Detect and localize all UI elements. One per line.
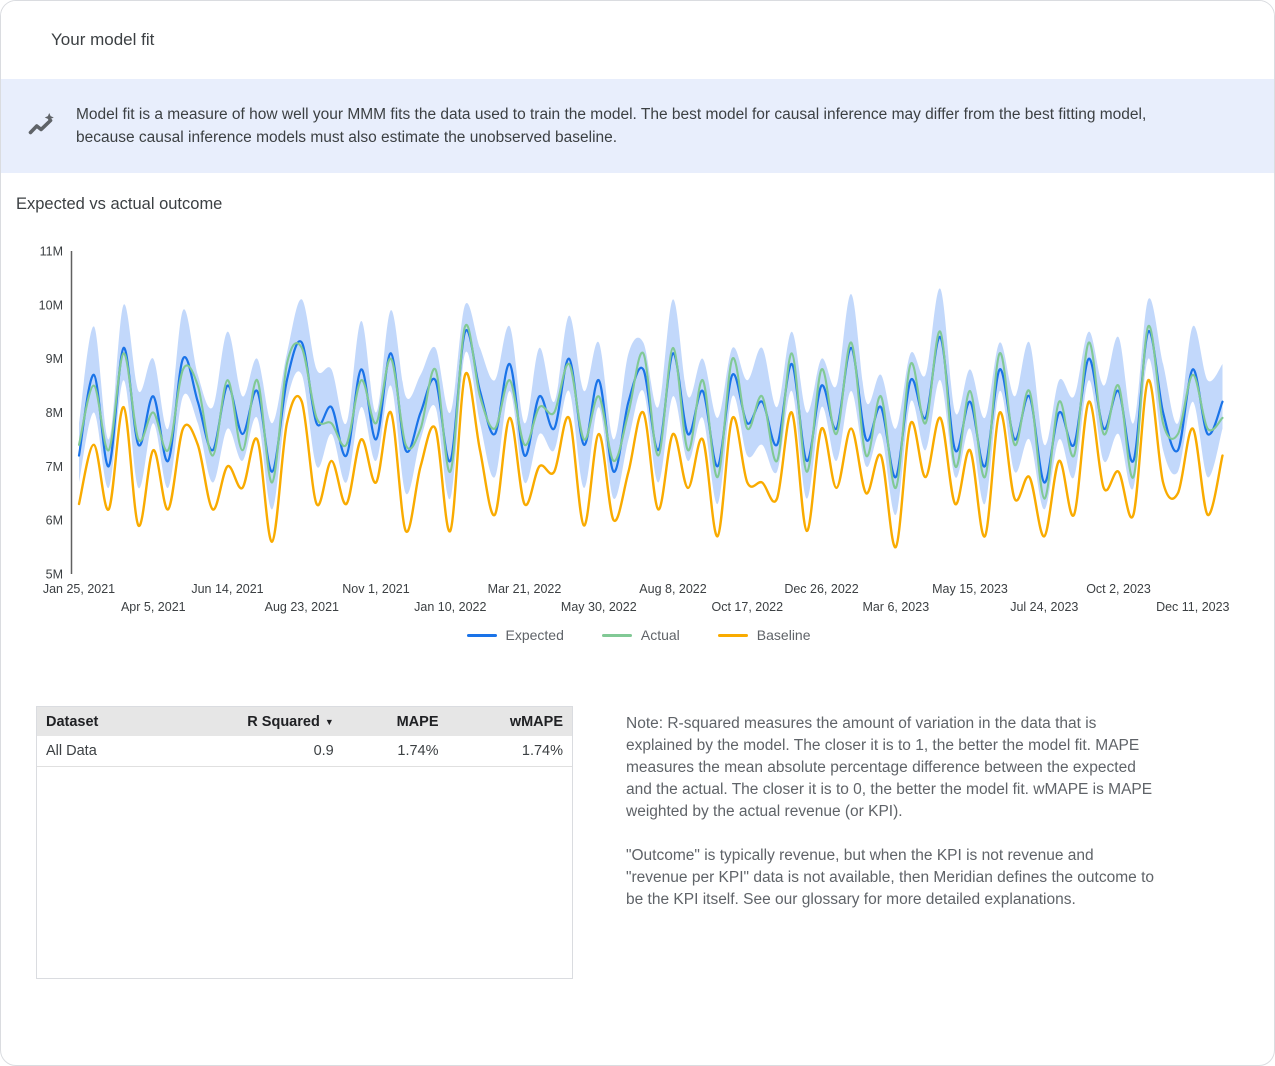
column-header-wmape[interactable]: wMAPE [447,707,572,736]
info-banner: Model fit is a measure of how well your … [1,79,1274,173]
svg-text:Apr 5, 2021: Apr 5, 2021 [121,600,186,614]
expected-line-swatch [466,633,497,637]
svg-text:Mar 21, 2022: Mar 21, 2022 [488,582,562,596]
table-row: All Data 0.9 1.74% 1.74% [37,736,572,767]
svg-text:10M: 10M [39,298,63,312]
svg-text:Aug 23, 2021: Aug 23, 2021 [265,600,339,614]
note-paragraph-1: Note: R-squared measures the amount of v… [626,715,1153,820]
model-fit-table: Dataset R Squared ▼ MAPE wMAPE All Data 0… [37,707,572,767]
svg-text:May 30, 2022: May 30, 2022 [561,600,637,614]
baseline-line-swatch [717,633,748,637]
column-header-r-squared[interactable]: R Squared ▼ [160,707,343,736]
cell-wmape: 1.74% [447,736,572,767]
page-title: Your model fit [51,30,155,49]
svg-text:Aug 8, 2022: Aug 8, 2022 [639,582,706,596]
svg-text:Nov 1, 2021: Nov 1, 2021 [342,582,409,596]
legend-label: Expected [505,627,564,643]
svg-text:8M: 8M [46,406,63,420]
page-header: Your model fit [1,1,1274,79]
svg-text:Oct 2, 2023: Oct 2, 2023 [1086,582,1151,596]
insights-icon [28,113,54,135]
cell-mape: 1.74% [342,736,448,767]
legend-label: Actual [640,627,680,643]
table-header-row: Dataset R Squared ▼ MAPE wMAPE [37,707,572,736]
chart-legend: Expected Actual Baseline [1,623,1274,647]
legend-item-baseline: Baseline [717,627,811,643]
legend-item-actual: Actual [601,627,680,643]
svg-text:Oct 17, 2022: Oct 17, 2022 [712,600,784,614]
svg-text:Jul 24, 2023: Jul 24, 2023 [1010,600,1078,614]
svg-text:May 15, 2023: May 15, 2023 [932,582,1008,596]
column-header-label: R Squared [247,713,320,730]
note-paragraph-2: "Outcome" is typically revenue, but when… [626,847,1154,908]
svg-text:7M: 7M [46,460,63,474]
svg-text:Jun 14, 2021: Jun 14, 2021 [191,582,263,596]
sort-descending-icon: ▼ [324,716,334,727]
svg-text:Dec 26, 2022: Dec 26, 2022 [784,582,858,596]
svg-text:6M: 6M [46,514,63,528]
svg-text:Dec 11, 2023: Dec 11, 2023 [1156,600,1229,614]
column-header-mape[interactable]: MAPE [342,707,448,736]
cell-dataset: All Data [37,736,161,767]
legend-label: Baseline [756,627,811,643]
model-fit-chart: 5M 6M 7M 8M 9M 10M 11M Jan 25, 2021 Apr 5, 2021 J… [1,241,1274,626]
svg-text:Jan 25, 2021: Jan 25, 2021 [43,582,115,596]
svg-text:Jan 10, 2022: Jan 10, 2022 [414,600,486,614]
column-header-dataset[interactable]: Dataset [37,707,161,736]
svg-text:11M: 11M [40,245,63,259]
chart-canvas: 5M 6M 7M 8M 9M 10M 11M Jan 25, 2021 Apr 5, 2021 J… [39,245,1230,615]
svg-text:Mar 6, 2023: Mar 6, 2023 [862,600,929,614]
legend-item-expected: Expected [466,627,564,643]
banner-text: Model fit is a measure of how well your … [76,106,1147,146]
actual-line-swatch [601,633,632,637]
model-fit-table-container: Dataset R Squared ▼ MAPE wMAPE All Data 0… [36,706,573,979]
cell-r-squared: 0.9 [160,736,343,767]
svg-text:5M: 5M [46,567,63,581]
chart-title: Expected vs actual outcome [16,195,223,213]
svg-text:9M: 9M [46,352,63,366]
note-text: Note: R-squared measures the amount of v… [626,713,1158,911]
